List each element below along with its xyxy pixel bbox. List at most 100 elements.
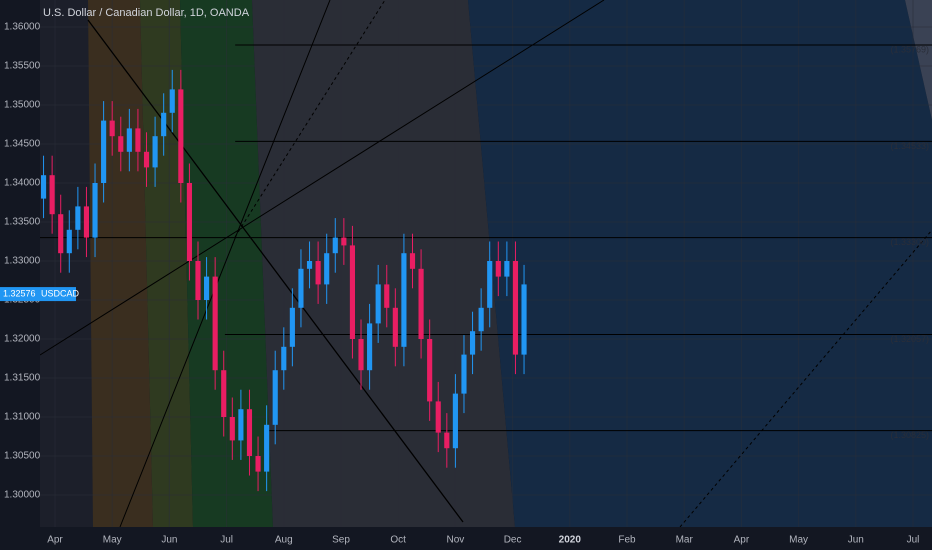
x-tick-label: Apr (734, 535, 750, 546)
x-tick-label: Jun (161, 535, 177, 546)
y-tick-label: 1.30500 (4, 451, 41, 462)
candle-body (512, 261, 519, 355)
candle-body (521, 284, 527, 355)
candle-body (435, 401, 441, 433)
levels: (1.35769) (1.34533) (1.33300) (1.32057) (1.3… (40, 44, 932, 440)
candle-body (246, 409, 253, 457)
candle-body (401, 253, 407, 347)
x-tick-label: Jul (907, 535, 920, 546)
candle-body (358, 339, 364, 371)
candle-body (478, 307, 484, 332)
candle-body (264, 424, 270, 472)
chart-title: U.S. Dollar / Canadian Dollar, 1D, OANDA (43, 7, 250, 19)
price-axis (0, 0, 40, 527)
zone (468, 0, 932, 527)
candle-body (272, 370, 278, 425)
x-tick-label: May (103, 535, 122, 546)
candle-body (418, 268, 424, 340)
candle-body (238, 409, 244, 441)
y-tick-label: 1.36000 (4, 22, 41, 33)
candle-body (315, 261, 321, 285)
candle-body (58, 214, 64, 254)
x-tick-label: May (789, 535, 808, 546)
candle-body (143, 151, 150, 168)
candle-body (392, 307, 398, 347)
candle-body (367, 323, 373, 371)
symbol-tag (38, 287, 76, 302)
candle-body (452, 393, 458, 449)
level-label: (1.33300) (890, 237, 929, 247)
zone (905, 0, 932, 120)
candle-body (83, 206, 90, 238)
candle-body (186, 182, 192, 262)
x-tick-label: Apr (47, 535, 63, 546)
candle-body (306, 261, 313, 269)
time-axis (0, 527, 932, 550)
symbol-label: USDCAD (41, 288, 80, 298)
trend-line (119, 0, 331, 528)
candle-body (126, 128, 132, 152)
candle-body (92, 182, 98, 238)
x-tick-label: Sep (332, 535, 350, 546)
x-tick-label: Nov (446, 535, 464, 546)
y-tick-label: 1.34500 (4, 139, 41, 150)
candle-body (212, 276, 218, 371)
candle-body (332, 237, 338, 254)
axes: 1.36000 1.35500 1.35000 1.34500 1.34000 1.335… (0, 22, 919, 546)
trend-line (679, 229, 932, 528)
candle-body (203, 276, 210, 301)
candle-body (298, 268, 304, 308)
candle-body (195, 261, 201, 301)
candle-body (341, 237, 347, 246)
candle-body (118, 136, 124, 152)
price-tag-label: 1.32576 (3, 288, 36, 298)
candle-body (409, 253, 416, 269)
candles (40, 69, 527, 492)
candle-body (229, 417, 235, 441)
candle-body (469, 331, 476, 355)
trend-line (39, 0, 605, 356)
candle-body (75, 206, 81, 230)
y-tick-label: 1.35000 (4, 100, 41, 111)
y-tick-label: 1.34000 (4, 178, 41, 189)
y-tick-label: 1.31000 (4, 412, 41, 423)
y-tick-label: 1.35500 (4, 61, 41, 72)
level-label: (1.34533) (890, 141, 929, 151)
x-tick-label: Oct (390, 535, 406, 546)
price-tag (0, 287, 38, 302)
x-tick-label: Jun (848, 535, 864, 546)
candle-body (161, 112, 167, 137)
x-tick-label: 2020 (559, 535, 582, 546)
candle-body (289, 307, 295, 347)
candle-body (101, 120, 107, 183)
candle-body (495, 261, 501, 277)
candle-body (169, 89, 175, 113)
trend-line (87, 19, 464, 523)
candle-body (444, 432, 450, 449)
candle-body (349, 245, 356, 340)
candle-body (487, 261, 493, 308)
candle-body (152, 136, 158, 168)
y-tick-label: 1.30000 (4, 490, 41, 501)
candle-body (66, 229, 72, 254)
candle-body (49, 175, 55, 215)
zones (40, 0, 932, 527)
candle-body (427, 339, 433, 402)
x-tick-label: Aug (275, 535, 293, 546)
candle-body (281, 346, 287, 371)
y-tick-label: 1.33500 (4, 217, 41, 228)
candle-body (461, 354, 467, 394)
x-tick-label: Feb (618, 535, 636, 546)
candle-body (255, 456, 261, 472)
zone (252, 0, 515, 527)
y-tick-label: 1.33000 (4, 256, 41, 267)
x-tick-label: Dec (504, 535, 522, 546)
candle-body (178, 89, 184, 183)
candle-body (375, 284, 381, 324)
trend-line (234, 0, 386, 238)
level-label: (1.30825) (890, 430, 929, 440)
candle-body (135, 128, 141, 152)
level-label: (1.35769) (890, 44, 929, 54)
y-tick-label: 1.31500 (4, 373, 41, 384)
